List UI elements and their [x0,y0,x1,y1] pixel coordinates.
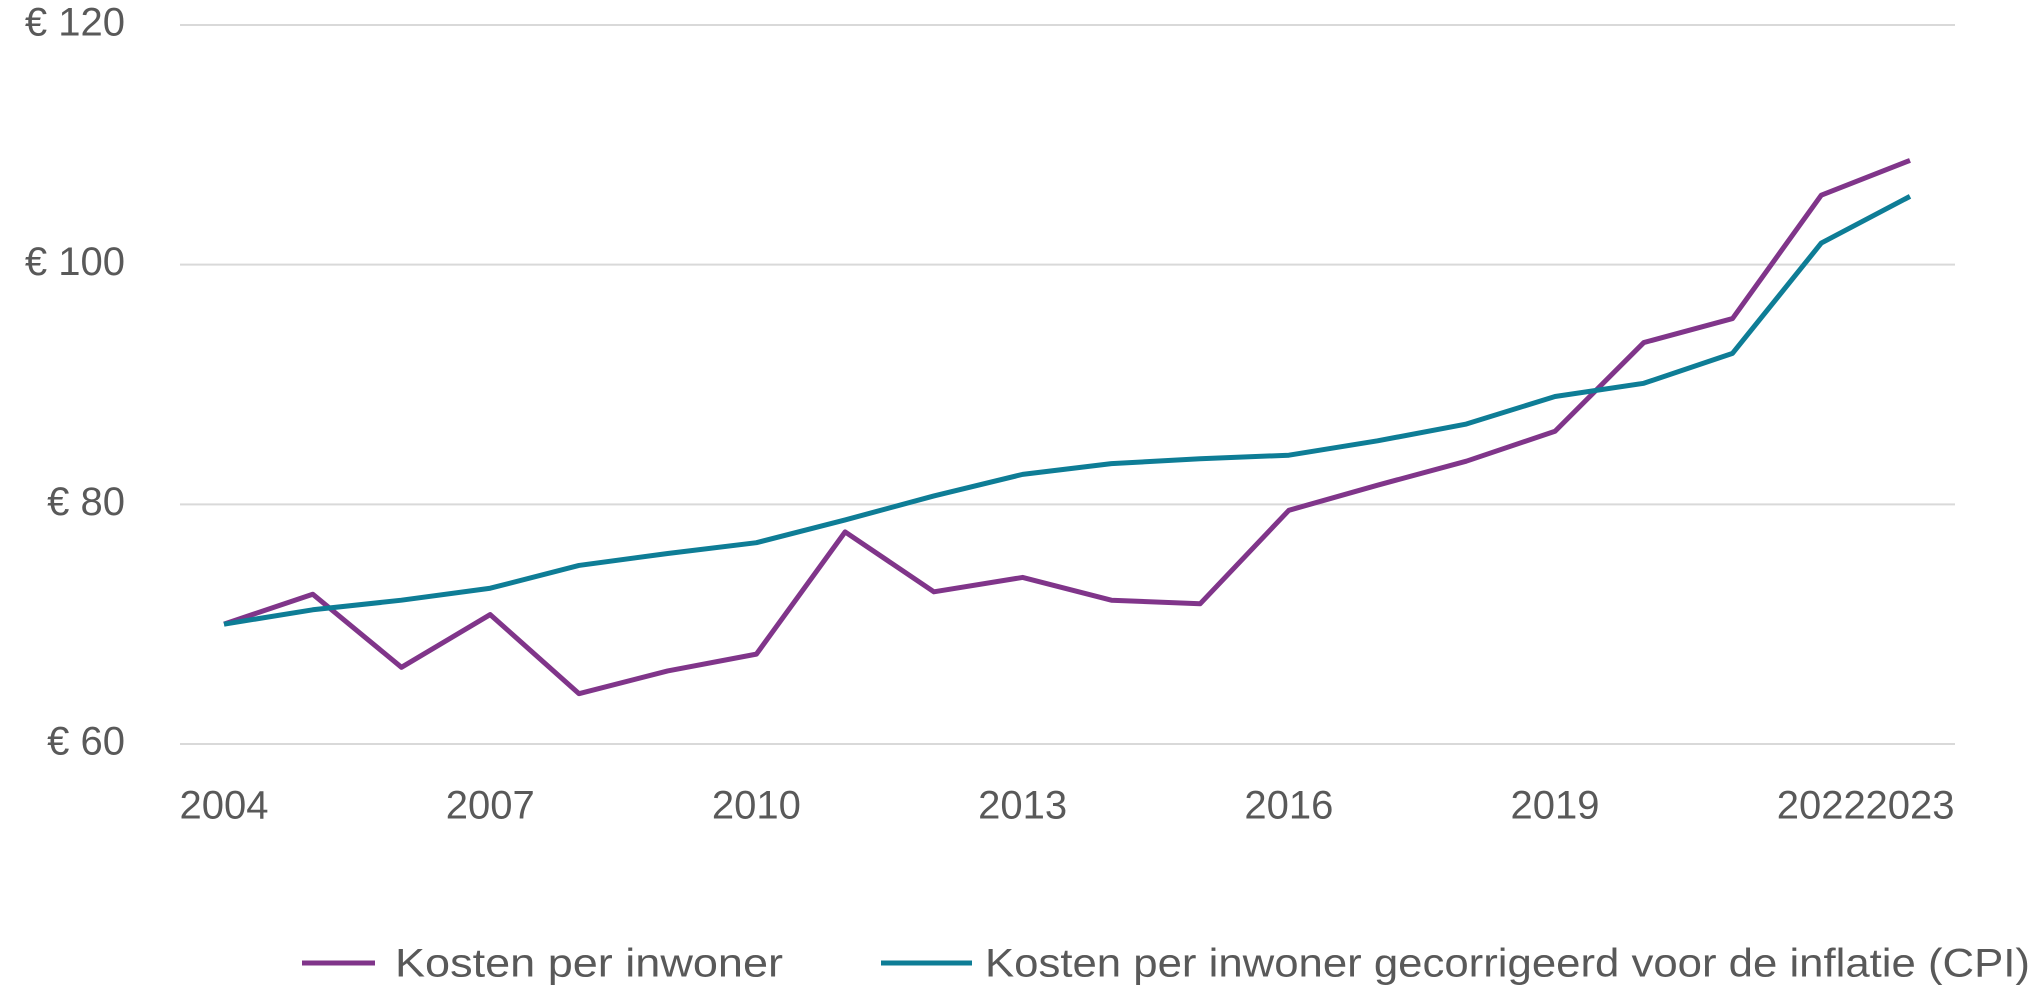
x-tick-label: 2013 [978,784,1067,828]
x-tick-label: 2016 [1244,784,1333,828]
x-tick-label: 2004 [180,784,269,828]
legend-label: Kosten per inwoner [395,942,783,986]
x-tick-label: 2019 [1511,784,1600,828]
legend-label: Kosten per inwoner gecorrigeerd voor de … [985,942,2030,986]
y-tick-label: € 80 [47,480,125,524]
x-tick-label: 2010 [712,784,801,828]
series-line [223,158,1911,697]
x-tick-label: 2007 [446,784,535,828]
y-tick-label: € 120 [25,1,125,45]
x-tick-label: 2022 [1777,784,1866,828]
y-tick-label: € 100 [25,240,125,284]
series-line [223,194,1912,627]
y-tick-label: € 60 [47,720,125,764]
x-tick-label: 2023 [1866,784,1955,828]
